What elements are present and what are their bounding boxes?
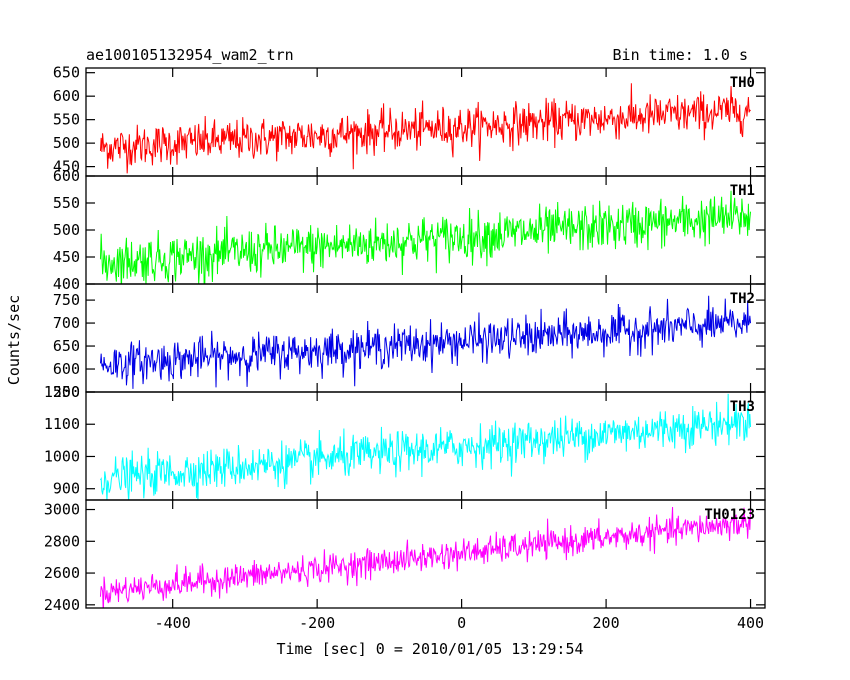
panel-label-th0123: TH0123	[704, 507, 755, 523]
panel-label-th2: TH2	[730, 291, 755, 307]
y-tick-label: 900	[53, 480, 80, 498]
x-tick-label: 200	[593, 614, 620, 632]
y-tick-label: 3000	[44, 501, 80, 519]
chart-title: ae100105132954_wam2_trn	[86, 46, 294, 64]
y-tick-label: 500	[53, 134, 80, 152]
y-tick-label: 400	[53, 275, 80, 293]
panel-th0123: 2400 2600 2800 3000 TH0123	[44, 499, 766, 614]
y-tick-label: 550	[53, 383, 80, 401]
series-th1-line	[99, 190, 752, 284]
x-tick-label: 400	[737, 614, 764, 632]
series-th0-line	[99, 83, 751, 174]
panel-frame	[85, 175, 766, 285]
panel-frame	[85, 283, 766, 393]
y-tick-label: 750	[53, 291, 80, 309]
chart-panels: 450 500 550 600 650 TH0 400 450 500 550 600 TH1 550 6…	[44, 64, 766, 632]
panel-th1: 400 450 500 550 600 TH1	[53, 167, 766, 293]
y-tick-label: 550	[53, 194, 80, 212]
panel-th3: 900 1000 1100 1200 TH3	[44, 383, 766, 501]
y-tick-label: 1000	[44, 447, 80, 465]
y-tick-label: 600	[53, 360, 80, 378]
x-axis-title: Time [sec] 0 = 2010/01/05 13:29:54	[276, 640, 583, 658]
panel-label-th1: TH1	[730, 183, 755, 199]
y-tick-label: 550	[53, 111, 80, 129]
y-tick-label: 1100	[44, 415, 80, 433]
panel-label-th3: TH3	[730, 399, 755, 415]
y-tick-label: 650	[53, 337, 80, 355]
panel-frame	[85, 67, 766, 177]
y-tick-label: 2800	[44, 532, 80, 550]
y-tick-label: 450	[53, 248, 80, 266]
series-th0123-line	[99, 506, 752, 608]
y-tick-label: 1200	[44, 383, 80, 401]
series-th3-line	[100, 393, 752, 500]
x-tick-label: 0	[457, 614, 466, 632]
panel-label-th0: TH0	[730, 75, 755, 91]
bin-time-label: Bin time: 1.0 s	[613, 46, 748, 64]
y-tick-label: 600	[53, 167, 80, 185]
y-tick-label: 450	[53, 158, 80, 176]
y-tick-label: 500	[53, 221, 80, 239]
panel-th0: 450 500 550 600 650 TH0	[53, 64, 766, 177]
series-th2-line	[99, 295, 752, 389]
y-axis-title: Counts/sec	[5, 295, 23, 385]
x-tick-label: -200	[299, 614, 335, 632]
y-tick-label: 2400	[44, 596, 80, 614]
panel-th2: 550 600 650 700 750 TH2	[53, 283, 766, 401]
panel-frame	[85, 499, 766, 609]
y-tick-label: 700	[53, 314, 80, 332]
y-tick-label: 650	[53, 64, 80, 82]
x-tick-label: -400	[155, 614, 191, 632]
y-tick-label: 600	[53, 87, 80, 105]
y-tick-label: 2600	[44, 564, 80, 582]
